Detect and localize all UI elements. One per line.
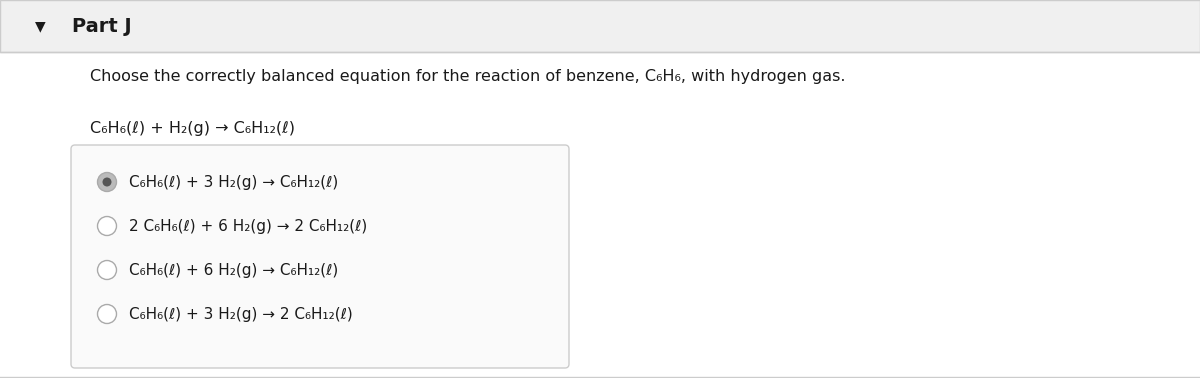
Text: 2 C₆H₆(ℓ) + 6 H₂(g) → 2 C₆H₁₂(ℓ): 2 C₆H₆(ℓ) + 6 H₂(g) → 2 C₆H₁₂(ℓ) [130,218,367,234]
Text: Choose the correctly balanced equation for the reaction of benzene, C₆H₆, with h: Choose the correctly balanced equation f… [90,68,846,84]
Circle shape [102,178,112,186]
Circle shape [97,217,116,235]
Text: C₆H₆(ℓ) + 6 H₂(g) → C₆H₁₂(ℓ): C₆H₆(ℓ) + 6 H₂(g) → C₆H₁₂(ℓ) [130,262,338,277]
Circle shape [97,305,116,324]
Text: C₆H₆(ℓ) + H₂(g) → C₆H₁₂(ℓ): C₆H₆(ℓ) + H₂(g) → C₆H₁₂(ℓ) [90,121,295,135]
Text: C₆H₆(ℓ) + 3 H₂(g) → 2 C₆H₁₂(ℓ): C₆H₆(ℓ) + 3 H₂(g) → 2 C₆H₁₂(ℓ) [130,307,353,322]
FancyBboxPatch shape [71,145,569,368]
Circle shape [97,260,116,279]
Text: Part J: Part J [72,17,132,36]
Text: ▼: ▼ [35,19,46,33]
FancyBboxPatch shape [0,0,1200,52]
Circle shape [97,172,116,192]
Text: C₆H₆(ℓ) + 3 H₂(g) → C₆H₁₂(ℓ): C₆H₆(ℓ) + 3 H₂(g) → C₆H₁₂(ℓ) [130,175,338,189]
